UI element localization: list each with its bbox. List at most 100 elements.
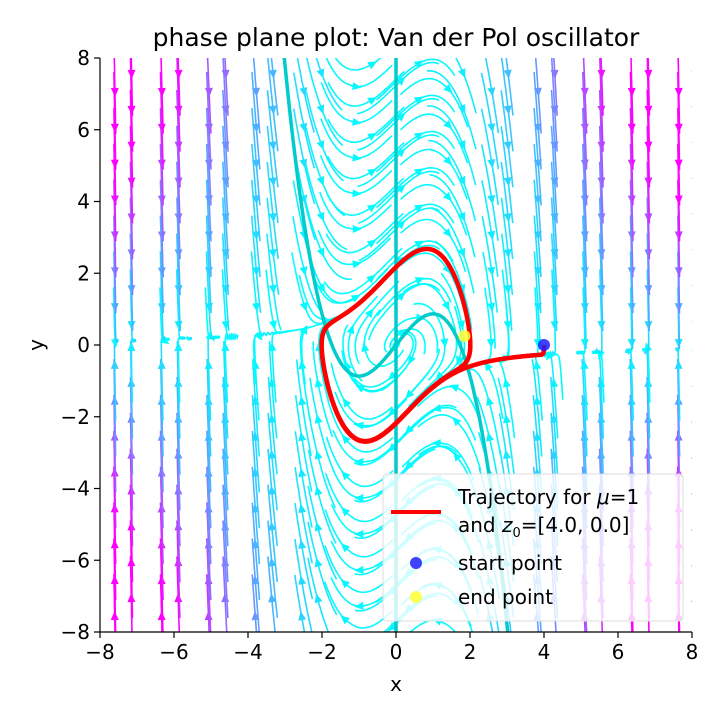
- stream-arrow: [691, 421, 692, 423]
- stream-arrow: [174, 105, 183, 115]
- streamline: [480, 144, 499, 241]
- streamline: [641, 347, 651, 403]
- streamline: [159, 466, 164, 565]
- stream-arrow: [408, 355, 416, 365]
- streamline: [130, 58, 134, 116]
- streamline: [113, 338, 117, 421]
- stream-arrow: [159, 335, 170, 345]
- streamline: [159, 538, 164, 632]
- streamline: [431, 207, 475, 294]
- y-tick-label: −2: [61, 405, 90, 429]
- streamline: [308, 413, 337, 509]
- stream-arrow: [352, 260, 362, 269]
- stream-arrow: [204, 395, 213, 405]
- streamline: [271, 328, 301, 403]
- stream-arrow: [533, 87, 542, 97]
- stream-arrow: [597, 141, 606, 151]
- stream-arrow: [157, 87, 166, 97]
- legend-start-marker: [410, 557, 422, 569]
- streamline: [434, 240, 473, 330]
- stream-arrow: [174, 593, 183, 603]
- end-point-marker: [458, 330, 471, 343]
- x-tick-label: 8: [686, 640, 699, 664]
- stream-arrow: [597, 105, 606, 115]
- stream-arrow: [157, 467, 166, 477]
- streamline: [326, 142, 405, 180]
- stream-arrow: [644, 141, 653, 151]
- streamline: [598, 376, 604, 475]
- stream-arrow: [204, 431, 213, 441]
- stream-arrow: [298, 611, 307, 621]
- y-tick-label: 6: [77, 118, 90, 142]
- stream-arrow: [268, 557, 277, 567]
- stream-arrow: [550, 377, 559, 388]
- stream-arrow: [597, 249, 606, 259]
- streamline: [467, 367, 502, 456]
- stream-arrow: [691, 249, 692, 251]
- stream-arrow: [317, 283, 326, 293]
- streamline: [500, 197, 514, 295]
- streamline: [159, 502, 164, 601]
- stream-arrow: [127, 341, 136, 351]
- streamline: [347, 295, 379, 382]
- streamline: [207, 332, 213, 421]
- stream-arrow: [316, 104, 325, 115]
- streamline: [500, 58, 514, 152]
- streamline: [409, 619, 457, 632]
- streamline: [356, 61, 440, 115]
- stream-arrow: [503, 105, 512, 115]
- stream-arrow: [449, 384, 460, 392]
- stream-arrow: [157, 195, 166, 205]
- stream-arrow: [157, 539, 166, 549]
- stream-arrow: [627, 359, 636, 369]
- stream-arrow: [268, 105, 277, 115]
- streamline: [176, 484, 181, 583]
- streamline: [553, 58, 558, 116]
- stream-arrow: [487, 87, 496, 97]
- stream-arrow: [174, 285, 183, 295]
- streamline: [222, 484, 229, 583]
- streamline: [327, 70, 405, 107]
- stream-arrow: [157, 610, 166, 621]
- stream-arrow: [691, 564, 692, 567]
- streamline: [250, 251, 271, 337]
- stream-arrow: [413, 168, 424, 177]
- stream-arrow: [299, 158, 308, 169]
- stream-arrow: [691, 321, 692, 323]
- stream-arrow: [388, 442, 398, 453]
- stream-arrow: [502, 449, 511, 460]
- streamline: [320, 82, 393, 124]
- streamline: [176, 520, 181, 619]
- stream-arrow: [443, 119, 453, 130]
- stream-arrow: [644, 249, 653, 259]
- y-nullcline: [282, 58, 510, 632]
- stream-arrow: [457, 68, 466, 79]
- streamline: [222, 412, 229, 511]
- stream-arrow: [443, 191, 453, 202]
- stream-arrow: [503, 284, 512, 295]
- stream-arrow: [597, 69, 606, 80]
- streamline: [327, 106, 405, 144]
- stream-arrow: [268, 341, 277, 352]
- stream-arrow: [597, 321, 606, 331]
- streamline: [695, 449, 697, 547]
- streamline: [383, 316, 439, 354]
- streamline: [695, 49, 696, 116]
- streamline: [312, 341, 334, 438]
- streamlines: [110, 49, 697, 632]
- stream-arrow: [486, 396, 494, 406]
- y-tick-label: 4: [77, 190, 90, 214]
- streamline: [206, 394, 212, 493]
- stream-arrow: [221, 593, 230, 603]
- stream-arrow: [340, 507, 351, 517]
- stream-arrow: [252, 302, 261, 313]
- streamline: [309, 377, 336, 473]
- stream-arrow: [487, 266, 496, 277]
- stream-arrow: [455, 355, 464, 366]
- stream-arrow: [268, 141, 277, 151]
- stream-arrow: [314, 413, 323, 424]
- stream-arrow: [204, 539, 213, 549]
- stream-arrow: [340, 615, 350, 625]
- stream-arrow: [314, 593, 323, 604]
- streamline: [323, 581, 394, 629]
